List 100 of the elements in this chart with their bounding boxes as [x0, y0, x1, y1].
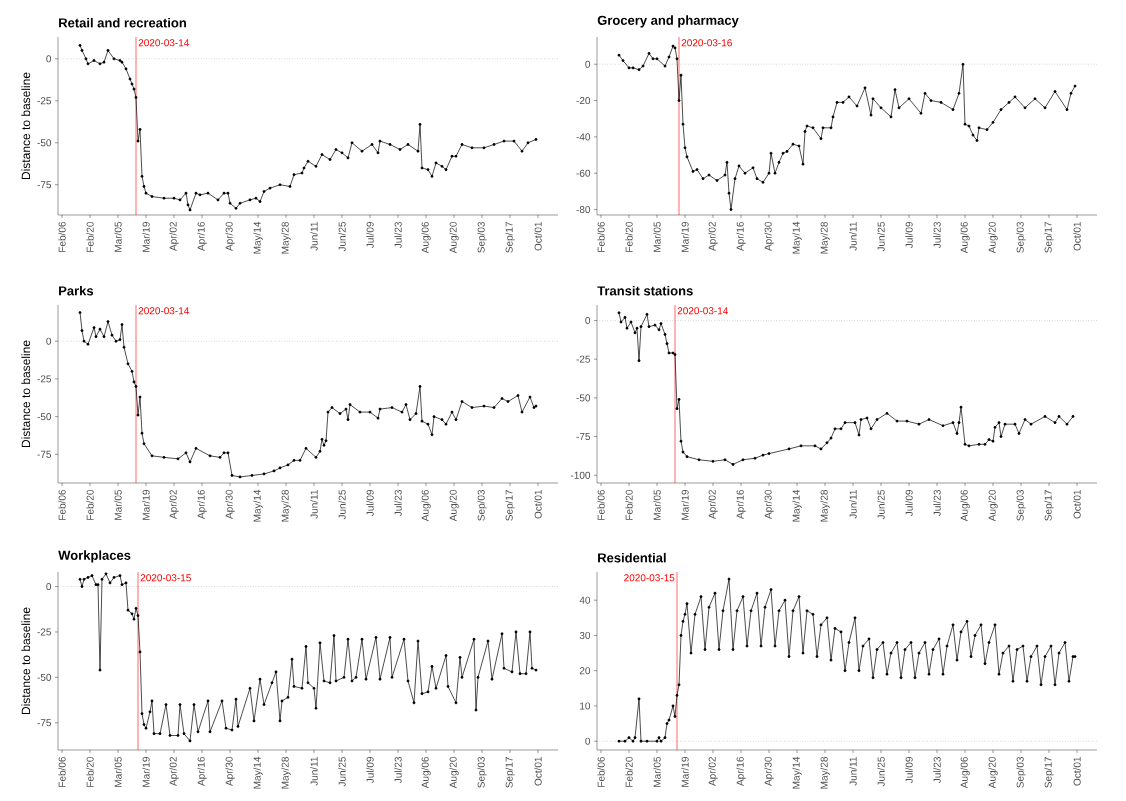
x-tick-label: Aug/20 — [988, 221, 998, 254]
y-tick-label: 20 — [579, 667, 591, 675]
y-tick-label: -20 — [576, 97, 591, 105]
chart-title: Residential — [598, 552, 666, 563]
ref-line-label: 2020-03-14 — [138, 39, 190, 47]
x-tick-label: Mar/05 — [653, 756, 661, 787]
x-tick-label: May/28 — [820, 221, 830, 254]
x-tick-label: Feb/06 — [58, 489, 66, 520]
x-tick-label: Jun/25 — [338, 756, 346, 787]
y-tick-label: 0 — [585, 60, 591, 68]
x-tick-label: Mar/19 — [142, 222, 150, 252]
x-tick-label: Jun/25 — [877, 489, 885, 520]
x-tick-label: Aug/06 — [421, 489, 431, 522]
y-tick-label: 0 — [46, 337, 52, 345]
x-tick-label: Jun/11 — [310, 490, 318, 519]
x-tick-label: Jul/23 — [933, 221, 941, 249]
x-tick-label: May/28 — [281, 489, 291, 522]
y-tick-label: 30 — [579, 631, 591, 639]
y-tick-label: -50 — [37, 673, 52, 681]
x-tick-label: Apr/30 — [225, 489, 235, 519]
y-tick-label: -50 — [37, 413, 52, 421]
x-tick-label: Apr/16 — [736, 489, 746, 519]
y-tick-label: -25 — [576, 355, 591, 363]
x-tick-label: Jul/09 — [905, 757, 913, 784]
x-tick-label: Jul/23 — [394, 489, 402, 517]
x-tick-label: Apr/02 — [169, 757, 179, 786]
x-tick-label: Jun/25 — [338, 221, 346, 252]
y-axis-title: Distance to baseline — [21, 607, 31, 715]
x-tick-label: Aug/06 — [421, 221, 431, 254]
x-tick-label: Feb/20 — [86, 221, 94, 252]
y-tick-label: 0 — [46, 55, 52, 63]
x-tick-label: Aug/06 — [960, 756, 970, 789]
x-tick-label: Jul/23 — [394, 756, 402, 784]
y-tick-label: 40 — [579, 596, 591, 604]
x-tick-label: Oct/01 — [534, 490, 542, 519]
x-tick-label: Apr/16 — [197, 489, 207, 519]
x-tick-label: Apr/16 — [197, 221, 207, 251]
x-tick-label: May/14 — [253, 221, 263, 254]
x-tick-label: Mar/19 — [142, 757, 150, 787]
x-tick-label: Apr/16 — [736, 221, 746, 251]
y-tick-label: -75 — [37, 181, 52, 189]
y-tick-label: -60 — [576, 169, 591, 177]
x-tick-label: May/14 — [792, 756, 802, 789]
y-axis-title: Distance to baseline — [21, 72, 31, 180]
x-tick-label: Mar/19 — [142, 490, 150, 520]
y-tick-label: 0 — [585, 737, 591, 745]
x-tick-label: Sep/03 — [477, 489, 487, 521]
x-tick-label: Aug/20 — [988, 489, 998, 522]
x-tick-label: May/14 — [792, 489, 802, 522]
x-tick-label: Jun/25 — [338, 489, 346, 520]
x-tick-label: Jul/23 — [394, 221, 402, 249]
x-tick-label: Oct/01 — [1073, 490, 1081, 519]
x-tick-label: Sep/17 — [505, 757, 515, 788]
x-tick-label: May/28 — [281, 221, 291, 254]
x-tick-label: Feb/06 — [597, 221, 605, 252]
x-tick-label: Jul/09 — [366, 222, 374, 249]
y-tick-label: -25 — [37, 97, 52, 105]
x-tick-label: May/14 — [253, 489, 263, 522]
x-tick-label: Sep/17 — [505, 222, 515, 253]
x-tick-label: Sep/17 — [505, 490, 515, 521]
ref-line-label: 2020-03-16 — [681, 39, 732, 47]
x-tick-label: May/28 — [281, 756, 291, 789]
x-tick-label: Apr/02 — [708, 222, 718, 251]
x-tick-label: Oct/01 — [534, 757, 542, 786]
y-tick-label: 10 — [580, 702, 591, 710]
y-tick-label: 0 — [46, 583, 52, 591]
x-tick-label: Aug/06 — [960, 221, 970, 254]
x-tick-label: Aug/20 — [449, 489, 459, 522]
chart-title: Transit stations — [597, 285, 693, 296]
x-tick-label: Oct/01 — [534, 222, 542, 251]
x-tick-label: Feb/06 — [58, 756, 66, 787]
x-tick-label: Apr/16 — [197, 756, 207, 786]
x-tick-label: May/28 — [820, 489, 830, 522]
y-tick-label: -75 — [576, 433, 591, 441]
y-tick-label: -25 — [37, 628, 52, 636]
x-tick-label: Sep/03 — [1016, 489, 1026, 521]
x-tick-label: Feb/06 — [58, 221, 66, 252]
x-tick-label: Sep/03 — [1016, 756, 1026, 788]
x-tick-label: Aug/20 — [988, 756, 998, 789]
x-tick-label: Jul/23 — [933, 489, 941, 517]
ref-line-label: 2020-03-15 — [624, 574, 675, 582]
x-tick-label: Sep/03 — [1016, 221, 1026, 253]
x-tick-label: Aug/20 — [449, 221, 459, 254]
x-tick-label: Oct/01 — [1073, 757, 1081, 786]
x-tick-label: Feb/20 — [625, 489, 633, 520]
x-tick-label: May/28 — [820, 756, 830, 789]
x-tick-label: Sep/03 — [477, 221, 487, 253]
x-tick-label: Jul/09 — [905, 490, 913, 517]
x-tick-label: Jun/11 — [310, 757, 318, 786]
x-tick-label: Jun/25 — [877, 221, 885, 252]
chart-title: Workplaces — [58, 550, 131, 563]
x-tick-label: May/14 — [253, 756, 263, 789]
x-tick-label: Mar/19 — [681, 757, 689, 787]
y-tick-label: -80 — [576, 206, 591, 214]
x-tick-label: Jul/09 — [366, 490, 374, 517]
x-tick-label: Apr/30 — [225, 221, 235, 251]
y-tick-label: -75 — [37, 719, 52, 727]
x-tick-label: Apr/02 — [708, 490, 718, 519]
x-tick-label: Mar/05 — [114, 489, 122, 520]
x-tick-label: Sep/03 — [477, 756, 487, 788]
